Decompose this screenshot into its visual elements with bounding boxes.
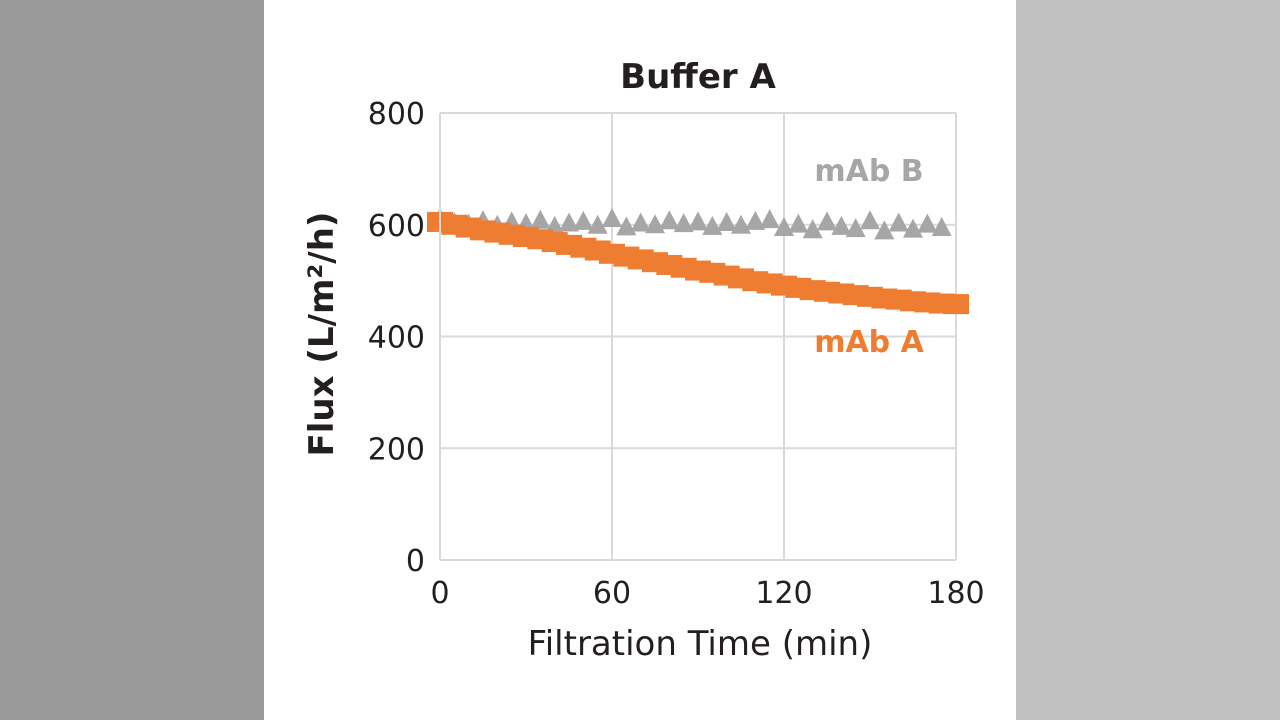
data-point	[943, 294, 969, 315]
data-point	[860, 210, 880, 230]
data-point	[630, 212, 651, 232]
data-point	[888, 212, 909, 232]
chart-panel	[264, 0, 1016, 720]
x-tick-label: 120	[755, 576, 812, 611]
data-point	[874, 220, 895, 240]
y-tick-label: 0	[406, 544, 425, 579]
x-tick-label: 180	[927, 576, 984, 611]
y-tick-label: 600	[368, 209, 425, 244]
data-point	[688, 211, 708, 231]
x-axis-label: Filtration Time (min)	[528, 624, 873, 664]
axes: 0 200 400 600 800 0 60 120 180	[368, 97, 985, 611]
series-mab-a	[427, 211, 969, 315]
left-margin	[0, 0, 264, 720]
data-point	[802, 219, 823, 239]
data-point	[788, 213, 809, 233]
data-point	[745, 210, 766, 230]
data-point	[917, 213, 938, 233]
data-point	[931, 216, 952, 236]
data-point	[673, 213, 694, 233]
y-tick-label: 200	[368, 432, 425, 467]
data-point	[759, 209, 780, 229]
y-axis-label: Flux (L/m²/h)	[302, 212, 342, 457]
data-point	[831, 215, 852, 235]
data-point	[903, 218, 923, 238]
x-tick-label: 0	[430, 576, 449, 611]
data-point	[659, 210, 680, 230]
y-tick-label: 800	[368, 97, 425, 132]
data-point	[530, 209, 551, 229]
data-point	[559, 212, 579, 232]
data-point	[573, 210, 594, 230]
data-point	[817, 211, 837, 231]
data-point	[602, 208, 622, 228]
series-label-mab-b: mAb B	[814, 154, 923, 189]
series-layer	[427, 208, 969, 315]
data-point	[774, 216, 794, 236]
data-point	[716, 211, 737, 231]
data-point	[587, 214, 608, 234]
data-point	[845, 218, 866, 238]
right-margin	[1016, 0, 1280, 720]
y-tick-label: 400	[368, 321, 425, 356]
chart-title: Buffer A	[620, 57, 776, 97]
x-tick-label: 60	[593, 576, 631, 611]
data-point	[645, 214, 665, 234]
series-label-mab-a: mAb A	[814, 325, 924, 360]
